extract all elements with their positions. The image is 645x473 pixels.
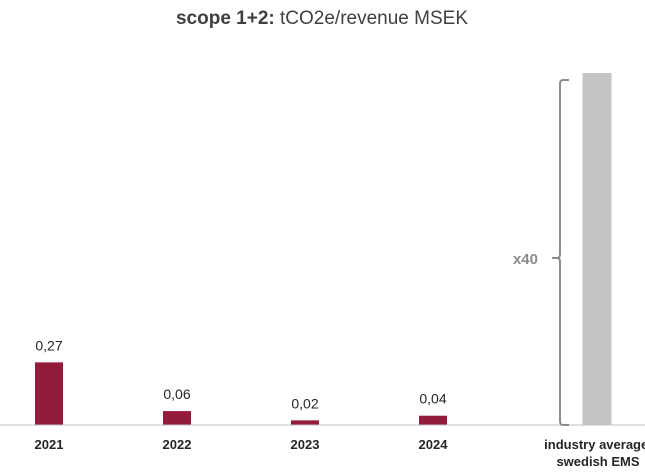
value-labels-group: 0,27 0,06 0,02 0,04 [35, 337, 446, 411]
x-tick-label-4: 2024 [419, 437, 449, 452]
chart-title-rest: tCO2e/revenue MSEK [275, 8, 469, 29]
multiplier-label: x40 [513, 251, 538, 268]
bar-2024 [419, 415, 447, 425]
benchmark-brace [552, 79, 569, 426]
value-label-2021: 0,27 [35, 337, 62, 353]
bars-group [35, 362, 447, 425]
chart-title: scope 1+2: tCO2e/revenue MSEK [176, 8, 468, 29]
x-tick-label-3: 2023 [291, 437, 320, 452]
benchmark-group: x40 [513, 73, 612, 426]
bar-2022 [163, 411, 191, 425]
x-tick-label-1: 2021 [35, 437, 64, 452]
benchmark-bar [582, 73, 612, 425]
bar-2021 [35, 362, 63, 425]
x-tick-label-2: 2022 [163, 437, 192, 452]
x-tick-label-5: industry average, swedish EMS [544, 437, 645, 469]
value-label-2023: 0,02 [291, 395, 318, 411]
chart-title-bold: scope 1+2: [176, 8, 275, 29]
value-label-2024: 0,04 [419, 391, 446, 407]
x-tick-labels-group: 2021 2022 2023 2024 industry average, swedish… [35, 437, 645, 469]
bar-2023 [291, 420, 319, 425]
value-label-2022: 0,06 [163, 386, 190, 402]
